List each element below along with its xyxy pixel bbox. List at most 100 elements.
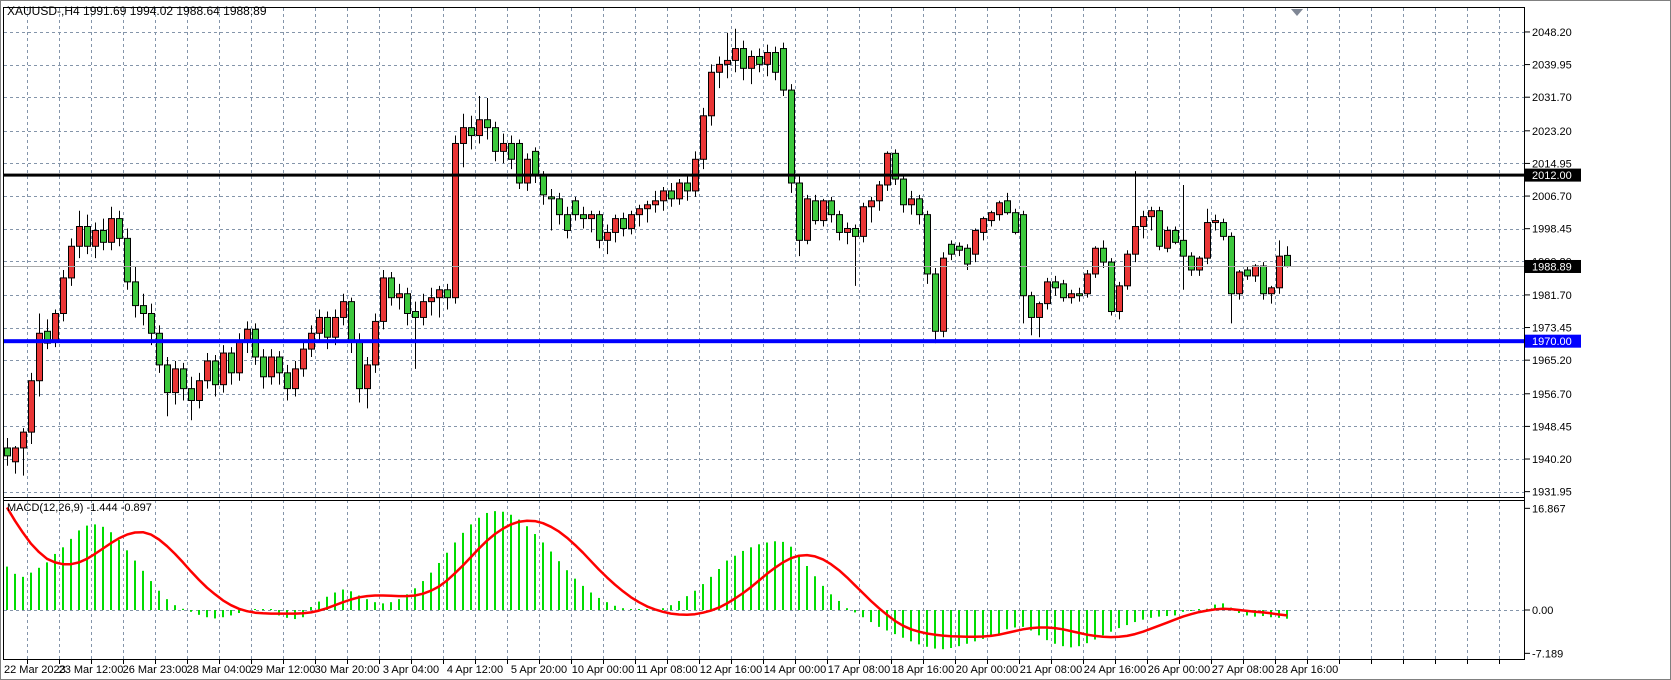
macd-histogram-bar [1182,610,1184,612]
candle-bullish [884,152,891,186]
macd-histogram-bar [318,601,320,610]
candle-bullish [1268,287,1275,295]
candle-bullish [300,348,307,370]
macd-histogram-bar [366,599,368,610]
macd-histogram-bar [1198,609,1200,610]
macd-histogram-bar [262,609,264,610]
macd-histogram-bar [150,581,152,610]
candle-bearish [1020,214,1027,297]
macd-histogram-bar [862,610,864,618]
candle-bearish [484,119,491,129]
horizontal-line-objects[interactable] [4,173,1524,344]
hline-1970[interactable] [4,339,1524,344]
time-axis-label: 5 Apr 20:00 [511,664,567,676]
candle-bullish [660,190,667,202]
svg-text:-7.189: -7.189 [1532,648,1563,660]
candle-bullish [708,71,715,117]
macd-histogram-bar [158,590,160,610]
macd-histogram-bar [1022,610,1024,627]
candle-bearish [684,182,691,192]
macd-histogram-bar [710,576,712,610]
candle-bearish [492,127,499,152]
candle-bearish [260,356,267,378]
macd-histogram-bar [766,542,768,610]
macd-histogram-bar [254,609,256,610]
time-axis-label: 30 Mar 20:00 [315,664,380,676]
candle-bearish [348,301,355,342]
macd-indicator [5,506,1288,650]
svg-text:2014.95: 2014.95 [1532,158,1572,170]
candle-bearish [132,281,139,307]
candle-bearish [1260,265,1267,295]
macd-histogram-bar [998,610,1000,635]
macd-histogram-bar [94,524,96,610]
candle-bullish [452,142,459,299]
candle-bullish [196,380,203,401]
time-axis-label: 3 Apr 04:00 [383,664,439,676]
macd-histogram-bar [582,585,584,610]
svg-text:2039.95: 2039.95 [1532,60,1572,72]
candle-bearish [284,372,291,390]
candle-bearish [796,182,803,241]
candle-bullish [236,340,243,374]
macd-histogram-bar [798,555,800,610]
candle-bullish [1276,255,1283,289]
candle-bearish [1220,222,1227,237]
time-axis-label: 29 Mar 12:00 [251,664,316,676]
time-axis-label: 27 Apr 08:00 [1212,664,1274,676]
svg-text:2012.00: 2012.00 [1532,170,1572,182]
candle-bullish [1212,220,1219,224]
candle-bullish [1036,303,1043,318]
svg-text:1973.45: 1973.45 [1532,323,1572,335]
time-axis-label: 28 Mar 04:00 [187,664,252,676]
candle-bearish [180,368,187,390]
macd-histogram-bar [726,560,728,610]
candle-bearish [572,200,579,216]
macd-histogram-bar [454,542,456,610]
macd-histogram-bar [310,606,312,610]
candle-bullish [60,277,67,315]
macd-histogram-bar [374,602,376,610]
time-axis-label: 12 Apr 16:00 [700,664,762,676]
candle-bearish [892,152,899,180]
macd-histogram-bar [510,514,512,610]
candle-bullish [420,301,427,318]
macd-histogram-bar [1102,610,1104,636]
macd-histogram-bar [46,562,48,610]
chart-shift-marker-icon[interactable] [1291,9,1303,16]
macd-histogram-bar [414,588,416,610]
macd-histogram-bar [206,610,208,618]
macd-histogram-bar [470,524,472,610]
macd-histogram-bar [814,576,816,610]
candle-bullish [988,212,995,222]
candle-bullish [1204,222,1211,259]
candle-bearish [1060,283,1067,299]
svg-text:1981.70: 1981.70 [1532,290,1572,302]
candle-bearish [188,388,195,401]
candle-bullish [380,277,387,322]
macd-histogram-bar [1086,610,1088,644]
time-axis-label: 28 Apr 16:00 [1276,664,1338,676]
svg-text:2023.20: 2023.20 [1532,126,1572,138]
macd-histogram-bar [334,592,336,610]
time-axis-label: 26 Apr 00:00 [1148,664,1210,676]
candle-bullish [524,158,531,184]
candle-bearish [532,150,539,176]
candle-bullish [1164,229,1171,249]
macd-histogram-bar [638,609,640,610]
macd-histogram-bar [526,526,528,610]
macd-histogram-bar [966,610,968,644]
macd-histogram-bar [222,610,224,618]
macd-histogram-bar [502,511,504,610]
macd-histogram-bar [238,610,240,614]
hline-2012[interactable] [4,173,1524,177]
candle-bullish [396,293,403,299]
candle-bullish [612,218,619,233]
candle-bearish [148,313,155,334]
macd-histogram-bar [1070,610,1072,648]
macd-histogram-bar [14,573,16,610]
candle-bullish [108,218,115,243]
candle-bearish [852,227,859,237]
macd-histogram-bar [182,608,184,610]
